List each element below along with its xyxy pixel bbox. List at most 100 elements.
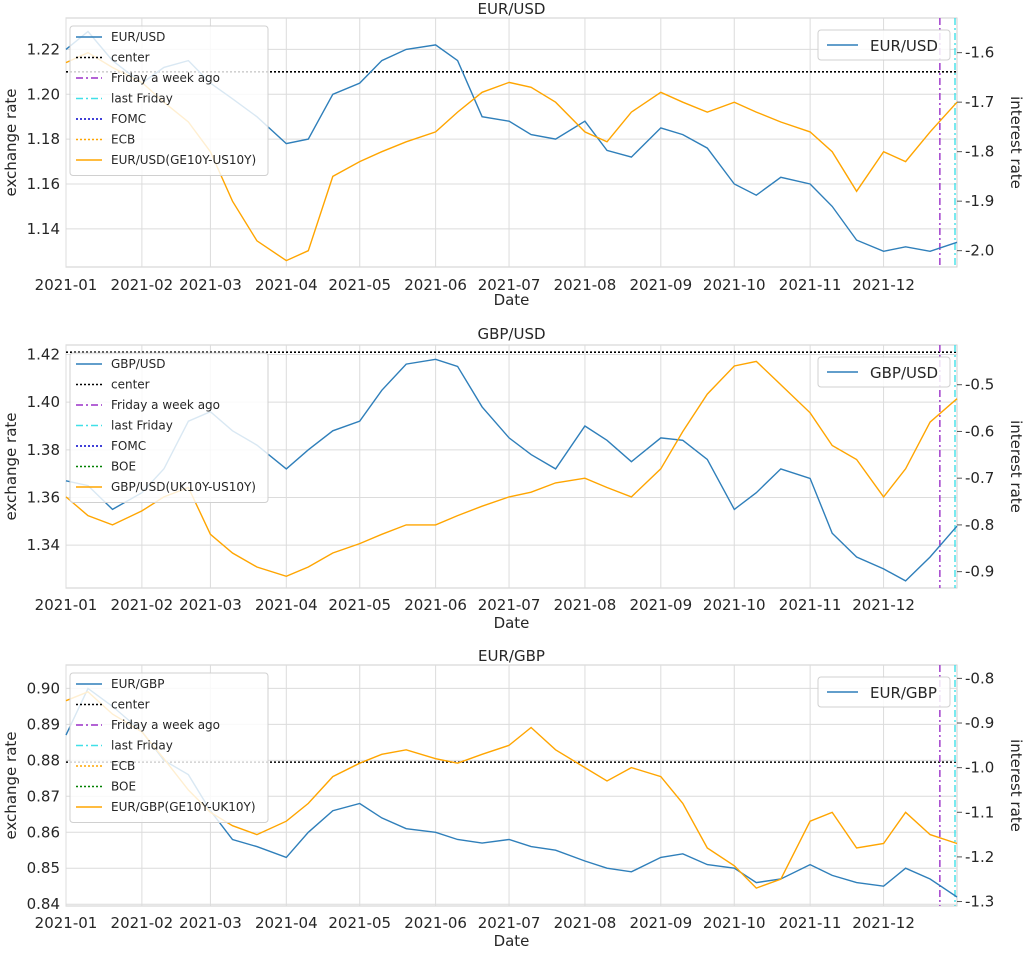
- y-tick-label: 0.89: [27, 715, 60, 733]
- x-axis-label: Date: [494, 932, 530, 950]
- x-tick-label: 2021-07: [478, 596, 541, 614]
- y-axis-label: exchange rate: [2, 412, 20, 520]
- legend-label: Friday a week ago: [111, 718, 220, 732]
- legend-label: last Friday: [111, 419, 173, 433]
- chart-panel-eur-usd: 2021-01 2021-02 2021-03 2021-04 2021-05 2021-…: [2, 0, 1024, 309]
- x-tick-label: 2021-09: [629, 596, 692, 614]
- x-tick-label: 2021-06: [404, 276, 467, 294]
- legend-label: Friday a week ago: [111, 71, 220, 85]
- x-tick-label: 2021-12: [852, 276, 915, 294]
- legend-label: FOMC: [111, 439, 146, 453]
- legend-label: GBP/USD(UK10Y-US10Y): [111, 480, 256, 494]
- x-tick-label: 2021-03: [179, 914, 242, 932]
- x-tick-label: 2021-08: [554, 596, 617, 614]
- legend-box: [817, 29, 951, 61]
- y-tick-label: 1.38: [27, 441, 60, 459]
- legend-label: Friday a week ago: [111, 398, 220, 412]
- y-tick-label: 0.84: [27, 895, 60, 913]
- legend-label: EUR/GBP(GE10Y-UK10Y): [111, 800, 256, 814]
- y2-tick-label: -1.7: [965, 93, 994, 111]
- y-tick-label: 0.85: [27, 859, 60, 877]
- y-tick-label: 1.40: [27, 393, 60, 411]
- y-tick-label: 0.86: [27, 823, 60, 841]
- y2-tick-label: -1.0: [965, 759, 994, 777]
- x-tick-label: 2021-10: [703, 596, 766, 614]
- x-axis-label: Date: [494, 614, 530, 632]
- y-tick-label: 1.18: [27, 130, 60, 148]
- x-tick-label: 2021-11: [779, 914, 842, 932]
- y2-tick-label: -0.9: [965, 714, 994, 732]
- x-tick-label: 2021-07: [478, 276, 541, 294]
- y2-tick-label: -0.7: [965, 469, 994, 487]
- x-tick-label: 2021-12: [852, 596, 915, 614]
- legend-label: last Friday: [111, 92, 173, 106]
- legend-label: ECB: [111, 759, 135, 773]
- x-tick-label: 2021-02: [111, 596, 174, 614]
- x-axis-label: Date: [494, 291, 530, 309]
- legend-label: last Friday: [111, 739, 173, 753]
- legend-label: FOMC: [111, 112, 146, 126]
- legend-box: [69, 672, 269, 823]
- y-tick-label: 0.90: [27, 679, 60, 697]
- legend-label: EUR/GBP: [870, 684, 937, 702]
- legend-left: EUR/GBP center Friday a week ago last Frida…: [69, 672, 269, 823]
- y-tick-label: 1.20: [27, 85, 60, 103]
- x-tick-label: 2021-05: [328, 914, 391, 932]
- legend-label: BOE: [111, 780, 136, 794]
- legend-left: GBP/USD center Friday a week ago last Frida…: [69, 352, 269, 503]
- y2-axis-label: interest rate: [1007, 96, 1024, 189]
- y2-tick-label: -1.3: [965, 893, 994, 911]
- y2-tick-label: -0.9: [965, 563, 994, 581]
- series-line-gbp-usd-uk10y-us10y-: [65, 360, 958, 578]
- legend-right: GBP/USD: [817, 356, 951, 388]
- y2-tick-label: -1.8: [965, 143, 994, 161]
- x-tick-label: 2021-04: [255, 914, 318, 932]
- x-tick-label: 2021-11: [779, 276, 842, 294]
- y-tick-label: 1.34: [27, 536, 60, 554]
- legend-label: center: [111, 378, 150, 392]
- y2-tick-label: -1.1: [965, 803, 994, 821]
- y2-tick-label: -1.9: [965, 192, 994, 210]
- x-tick-label: 2021-06: [404, 914, 467, 932]
- chart-title: GBP/USD: [477, 325, 545, 343]
- x-tick-label: 2021-01: [35, 596, 98, 614]
- x-tick-label: 2021-09: [629, 914, 692, 932]
- y2-tick-label: -1.2: [965, 848, 994, 866]
- legend-label: EUR/USD: [111, 30, 165, 44]
- x-tick-label: 2021-02: [111, 914, 174, 932]
- legend-label: center: [111, 698, 150, 712]
- y2-tick-label: -0.6: [965, 422, 994, 440]
- legend-label: BOE: [111, 460, 136, 474]
- x-tick-label: 2021-05: [328, 596, 391, 614]
- chart-title: EUR/GBP: [478, 647, 545, 665]
- y-tick-label: 0.87: [27, 787, 60, 805]
- x-tick-label: 2021-05: [328, 276, 391, 294]
- y2-tick-label: -0.8: [965, 516, 994, 534]
- x-tick-label: 2021-10: [703, 276, 766, 294]
- x-tick-label: 2021-09: [629, 276, 692, 294]
- x-tick-label: 2021-11: [779, 596, 842, 614]
- legend-right: EUR/USD: [817, 29, 951, 61]
- x-tick-label: 2021-04: [255, 276, 318, 294]
- x-tick-label: 2021-02: [111, 276, 174, 294]
- y-tick-label: 1.42: [27, 346, 60, 364]
- y2-tick-label: -1.6: [965, 44, 994, 62]
- y-axis-label: exchange rate: [2, 731, 20, 839]
- x-tick-label: 2021-01: [35, 276, 98, 294]
- y2-tick-label: -0.8: [965, 669, 994, 687]
- legend-box: [817, 356, 951, 388]
- y2-tick-label: -0.5: [965, 376, 994, 394]
- y-tick-label: 1.36: [27, 488, 60, 506]
- y2-axis-label: interest rate: [1007, 739, 1024, 832]
- legend-left: EUR/USD center Friday a week ago last Frida…: [69, 25, 269, 176]
- chart-panel-eur-gbp: 2021-01 2021-02 2021-03 2021-04 2021-05 2021-…: [2, 647, 1024, 950]
- legend-label: ECB: [111, 133, 135, 147]
- x-tick-label: 2021-08: [554, 914, 617, 932]
- legend-label: GBP/USD: [870, 364, 938, 382]
- x-tick-label: 2021-01: [35, 914, 98, 932]
- y-tick-label: 1.22: [27, 40, 60, 58]
- chart-panel-gbp-usd: 2021-01 2021-02 2021-03 2021-04 2021-05 2021-…: [2, 325, 1024, 632]
- x-tick-label: 2021-04: [255, 596, 318, 614]
- x-tick-label: 2021-07: [478, 914, 541, 932]
